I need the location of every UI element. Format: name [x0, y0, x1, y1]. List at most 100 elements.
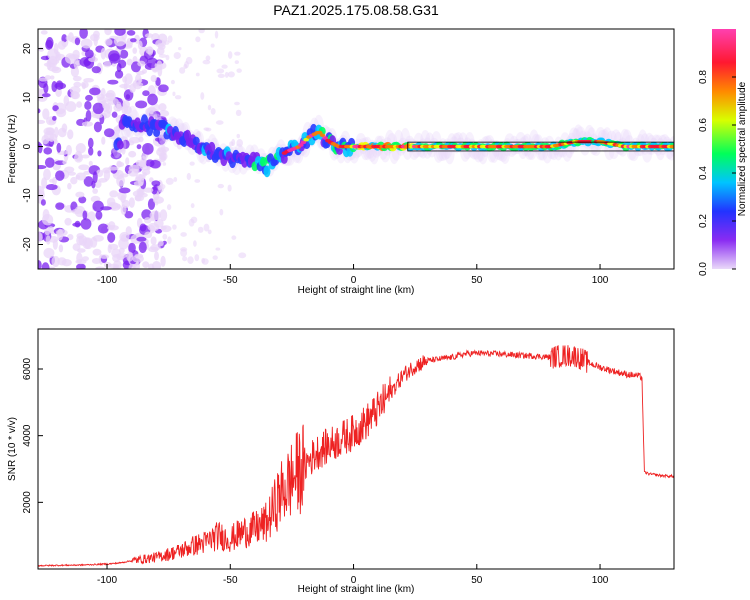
- spectrogram-x-tick-label: 50: [471, 275, 483, 286]
- snr-y-tick-label: 6000: [22, 357, 33, 380]
- heatmap-cell: [53, 43, 59, 55]
- heatmap-cell: [41, 177, 48, 189]
- heatmap-cell: [158, 54, 167, 58]
- heatmap-cell: [57, 228, 64, 241]
- heatmap-cell: [227, 184, 232, 192]
- heatmap-cell: [194, 179, 201, 183]
- heatmap-cell: [157, 240, 164, 247]
- heatmap-cell: [149, 210, 161, 221]
- heatmap-cell: [144, 231, 153, 239]
- heatmap-cell: [74, 37, 81, 46]
- heatmap-cell: [91, 258, 102, 265]
- spectrogram-x-tick-label: 0: [351, 275, 357, 286]
- heatmap-cell: [92, 188, 98, 194]
- heatmap-cell: [143, 217, 152, 224]
- heatmap-cell: [158, 84, 169, 93]
- heatmap-cell: [172, 91, 176, 97]
- heatmap-cell: [180, 248, 188, 257]
- heatmap-cell: [52, 105, 59, 112]
- heatmap-cell: [148, 263, 155, 269]
- heatmap-cell: [75, 143, 86, 154]
- heatmap-cell: [669, 144, 674, 149]
- heatmap-cell: [80, 218, 92, 230]
- snr-frame: [37, 328, 675, 570]
- heatmap-cell: [142, 261, 150, 268]
- spectrogram-x-tick-label: -100: [97, 275, 117, 286]
- heatmap-cell: [114, 69, 124, 79]
- heatmap-cell: [49, 75, 55, 80]
- heatmap-cell: [38, 260, 42, 269]
- heatmap-cell: [150, 74, 157, 83]
- heatmap-cell: [149, 177, 154, 183]
- heatmap-cell: [67, 129, 74, 140]
- heatmap-cell: [145, 159, 155, 168]
- heatmap-cell: [83, 170, 91, 175]
- heatmap-cell: [160, 225, 167, 231]
- heatmap-cell: [140, 155, 147, 168]
- heatmap-cell: [161, 144, 166, 152]
- heatmap-cell: [303, 137, 310, 142]
- colorbar-tick-label: 0.8: [698, 70, 709, 84]
- heatmap-cell: [63, 95, 70, 107]
- heatmap-cell: [128, 263, 136, 269]
- snr-x-tick-label: -50: [223, 575, 238, 586]
- heatmap-cell: [189, 161, 195, 166]
- heatmap-cell: [70, 176, 78, 185]
- heatmap-cell: [150, 244, 161, 251]
- heatmap-cell: [130, 234, 142, 244]
- heatmap-cell: [234, 60, 239, 65]
- heatmap-cell: [217, 183, 224, 189]
- heatmap-cell: [93, 121, 102, 133]
- heatmap-cell: [227, 71, 235, 78]
- heatmap-cell: [126, 251, 134, 262]
- heatmap-cell: [79, 29, 88, 39]
- heatmap-cell: [116, 204, 121, 209]
- heatmap-cell: [114, 29, 126, 36]
- heatmap-cell: [163, 40, 170, 45]
- heatmap-cell: [109, 190, 119, 198]
- heatmap-cell: [153, 104, 160, 112]
- heatmap-cell: [52, 115, 57, 121]
- heatmap-cell: [207, 229, 212, 235]
- heatmap-cell: [64, 217, 72, 226]
- colorbar: 0.0 0.2 0.4 0.6 0.8 Normalized spectral ampl…: [698, 29, 748, 276]
- spectrogram-x-tick-label: -50: [223, 275, 238, 286]
- heatmap-cell: [187, 256, 194, 265]
- heatmap-cell: [71, 208, 84, 214]
- heatmap-cell: [236, 68, 242, 73]
- heatmap-cell: [127, 168, 139, 177]
- spectrogram-y-tick-label: 0: [22, 143, 33, 149]
- heatmap-cell: [124, 211, 134, 219]
- heatmap-cell: [151, 260, 162, 269]
- heatmap-cell: [190, 216, 198, 224]
- heatmap-cell: [92, 171, 98, 184]
- heatmap-cell: [143, 187, 154, 193]
- heatmap-cell: [153, 128, 161, 138]
- heatmap-cell: [212, 255, 218, 260]
- heatmap-cell: [107, 166, 119, 171]
- heatmap-cell: [38, 46, 45, 52]
- heatmap-cell: [126, 30, 136, 36]
- heatmap-cell: [78, 164, 90, 171]
- heatmap-cell: [154, 251, 159, 261]
- heatmap-cell: [136, 188, 145, 193]
- heatmap-cell: [158, 103, 167, 112]
- heatmap-cell: [145, 46, 154, 55]
- colorbar-ticks: 0.0 0.2 0.4 0.6 0.8: [698, 70, 736, 276]
- heatmap-cell: [162, 233, 168, 240]
- snr-x-ticks: -100 -50 0 50 100: [97, 564, 609, 586]
- heatmap-cell: [88, 160, 93, 167]
- heatmap-cell: [170, 79, 175, 85]
- snr-y-tick-label: 4000: [22, 424, 33, 447]
- heatmap-cell: [160, 255, 166, 267]
- spectrogram-y-tick-label: 10: [22, 92, 33, 104]
- heatmap-cell: [48, 226, 54, 233]
- heatmap-cell: [236, 139, 244, 147]
- heatmap-cell: [216, 68, 225, 74]
- colorbar-tick-label: 0.4: [698, 166, 709, 180]
- spectrogram-y-tick-label: 20: [22, 43, 33, 55]
- heatmap-cell: [38, 108, 41, 114]
- heatmap-cell: [190, 203, 195, 209]
- heatmap-cell: [76, 263, 86, 269]
- heatmap-cell: [316, 130, 323, 135]
